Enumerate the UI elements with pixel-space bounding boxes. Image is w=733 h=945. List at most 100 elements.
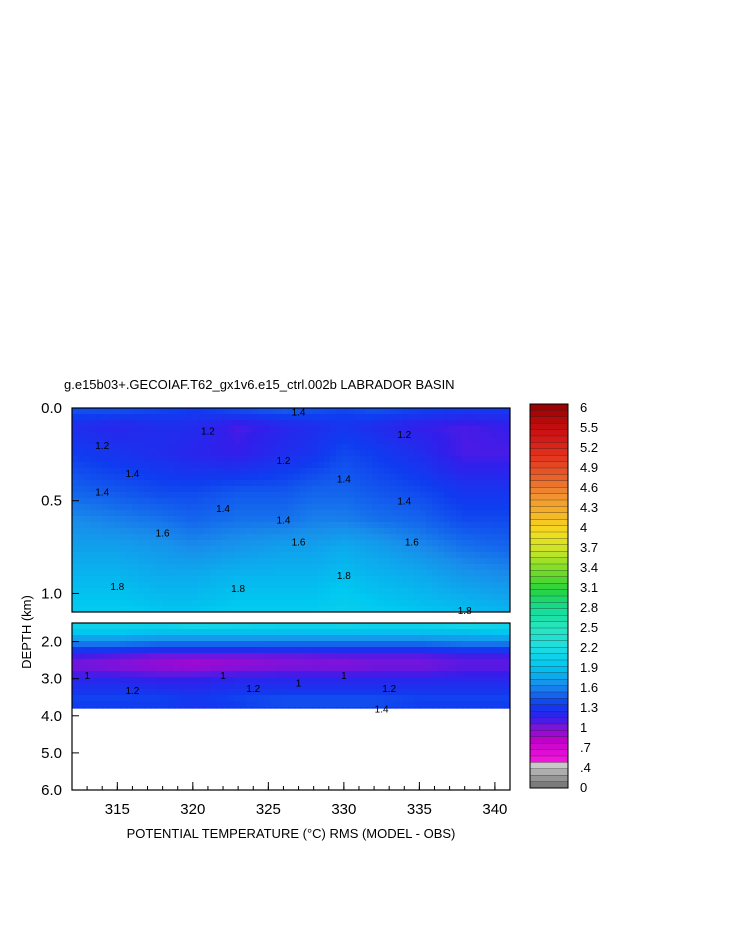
field-cell-lower [498,701,505,708]
field-cell-upper [78,438,85,445]
field-cell-upper [168,558,175,565]
field-cell-upper [372,408,379,415]
field-cell-lower [216,695,223,702]
field-cell-upper [402,456,409,463]
field-cell-lower [108,689,115,696]
field-cell-lower [198,659,205,666]
field-cell-upper [162,456,169,463]
field-cell-upper [462,606,469,612]
field-cell-lower [420,695,427,702]
field-cell-upper [264,600,271,607]
field-cell-upper [468,606,475,612]
field-cell-lower [324,665,331,672]
field-cell-upper [90,444,97,451]
field-cell-upper [378,462,385,469]
field-cell-upper [318,552,325,559]
field-cell-upper [438,594,445,601]
field-cell-upper [318,456,325,463]
field-cell-lower [282,647,289,654]
field-cell-upper [216,492,223,499]
field-cell-lower [138,671,145,678]
field-cell-upper [162,528,169,535]
field-cell-upper [456,510,463,517]
field-cell-upper [186,414,193,421]
colorbar-label: .4 [580,760,591,775]
field-cell-lower [438,707,445,709]
field-cell-upper [138,516,145,523]
field-cell-upper [462,570,469,577]
field-cell-upper [228,450,235,457]
field-cell-upper [480,540,487,547]
field-cell-upper [108,582,115,589]
field-cell-upper [288,486,295,493]
field-cell-upper [474,558,481,565]
field-cell-upper [156,414,163,421]
field-cell-lower [84,671,91,678]
field-cell-upper [342,528,349,535]
field-cell-lower [186,653,193,660]
field-cell-upper [336,558,343,565]
field-cell-upper [264,438,271,445]
field-cell-upper [390,564,397,571]
field-cell-upper [354,516,361,523]
field-cell-lower [168,701,175,708]
field-cell-upper [480,570,487,577]
field-cell-upper [504,486,510,493]
field-cell-upper [402,600,409,607]
field-cell-lower [432,689,439,696]
field-cell-upper [324,432,331,439]
field-cell-lower [300,641,307,648]
field-cell-lower [84,629,91,636]
field-cell-upper [306,522,313,529]
field-cell-lower [108,641,115,648]
field-cell-lower [306,659,313,666]
field-cell-lower [156,635,163,642]
field-cell-upper [144,462,151,469]
field-cell-upper [420,594,427,601]
field-cell-lower [174,623,181,630]
field-cell-upper [210,414,217,421]
field-cell-upper [264,408,271,415]
field-cell-upper [210,570,217,577]
field-cell-upper [72,414,79,421]
field-cell-upper [420,540,427,547]
field-cell-upper [390,510,397,517]
field-cell-lower [294,671,301,678]
field-cell-upper [456,414,463,421]
field-cell-lower [216,671,223,678]
field-cell-lower [426,623,433,630]
field-cell-upper [270,420,277,427]
field-cell-upper [426,582,433,589]
field-cell-lower [474,641,481,648]
field-cell-upper [324,474,331,481]
field-cell-lower [114,683,121,690]
field-cell-lower [108,665,115,672]
field-cell-upper [306,432,313,439]
field-cell-upper [288,474,295,481]
field-cell-upper [192,414,199,421]
field-cell-upper [252,456,259,463]
field-cell-lower [306,647,313,654]
field-cell-upper [504,462,510,469]
field-cell-upper [264,420,271,427]
field-cell-lower [102,677,109,684]
field-cell-lower [420,683,427,690]
field-cell-lower [174,683,181,690]
field-cell-upper [396,600,403,607]
field-cell-upper [138,558,145,565]
field-cell-upper [126,462,133,469]
field-cell-upper [264,558,271,565]
field-cell-lower [180,665,187,672]
field-cell-upper [132,468,139,475]
field-cell-upper [210,582,217,589]
field-cell-upper [504,438,510,445]
field-cell-upper [180,432,187,439]
field-cell-upper [72,582,79,589]
field-cell-lower [438,677,445,684]
field-cell-upper [138,594,145,601]
field-cell-upper [468,438,475,445]
field-cell-upper [342,414,349,421]
field-cell-upper [354,510,361,517]
field-cell-upper [468,600,475,607]
field-cell-upper [84,474,91,481]
